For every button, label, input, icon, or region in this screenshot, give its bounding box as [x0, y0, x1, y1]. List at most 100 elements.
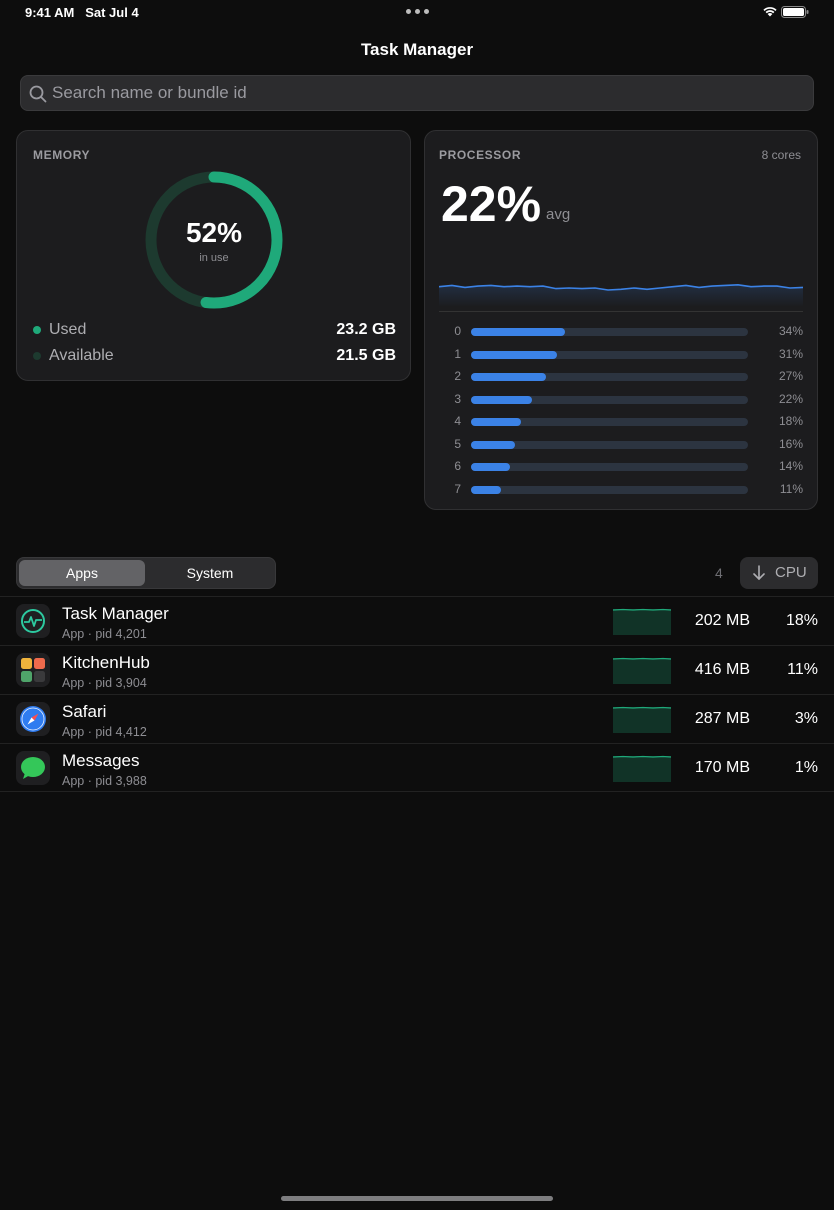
app-memory: 170 MB	[694, 759, 750, 776]
core-bar	[471, 395, 532, 404]
wifi-icon	[763, 7, 777, 17]
core-index: 4	[454, 414, 461, 428]
app-name: Task Manager	[62, 604, 169, 623]
core-bar	[471, 463, 510, 471]
app-subtitle: App · pid 3,904	[62, 676, 147, 690]
core-index: 7	[454, 481, 461, 496]
used-value: 23.2 GB	[336, 321, 396, 338]
core-row: 3 22%	[439, 392, 803, 406]
used-label: Used	[49, 321, 87, 338]
app-memory: 202 MB	[694, 612, 750, 629]
messages-icon	[16, 751, 50, 785]
core-row: 1 31%	[439, 347, 803, 361]
cpu-history-area	[439, 284, 803, 307]
core-bar	[471, 418, 521, 426]
core-percent: 14%	[778, 459, 803, 473]
app-cpu: 3%	[794, 710, 818, 727]
core-row: 0 34%	[439, 324, 803, 338]
available-dot-icon	[33, 352, 41, 360]
core-bar-track	[471, 395, 748, 404]
app-cpu: 18%	[785, 612, 818, 629]
available-label: Available	[49, 347, 114, 364]
app-name: Messages	[62, 751, 140, 770]
app-cpu: 11%	[787, 661, 818, 678]
core-bar-track	[471, 463, 748, 471]
home-indicator[interactable]	[281, 1196, 553, 1201]
list-item[interactable]: Task Manager App · pid 4,201 202 MB 18%	[0, 596, 834, 645]
list-item[interactable]: Safari App · pid 4,412 287 MB 3%	[0, 694, 834, 743]
memory-donut-chart	[145, 171, 283, 309]
tab-apps[interactable]: Apps	[19, 560, 145, 586]
page-title: Task Manager	[360, 40, 474, 59]
cpu-history-sparkline	[439, 283, 803, 307]
core-bar-track	[471, 440, 748, 449]
app-cpu-minichart	[613, 755, 671, 782]
sort-cpu-button[interactable]: CPU	[740, 557, 818, 589]
app-memory: 416 MB	[694, 661, 750, 678]
battery-icon	[781, 6, 809, 18]
cpu-average-label: avg	[546, 206, 571, 223]
memory-used-row: Used 23.2 GB	[33, 319, 396, 341]
app-subtitle: App · pid 4,412	[62, 725, 147, 739]
core-index: 2	[454, 369, 461, 383]
app-cpu-minichart	[613, 706, 671, 733]
core-percent: 34%	[778, 324, 803, 338]
app-name: KitchenHub	[62, 653, 150, 672]
core-row: 4 18%	[439, 414, 803, 428]
core-row: 7 11%	[439, 482, 803, 496]
status-time: 9:41 AM Sat Jul 4	[25, 5, 139, 20]
available-value: 21.5 GB	[336, 347, 396, 364]
core-bar-track	[471, 418, 748, 426]
core-percent: 31%	[778, 346, 803, 361]
search-icon	[29, 85, 47, 103]
app-cpu-minichart	[613, 657, 671, 684]
core-row: 5 16%	[439, 437, 803, 451]
app-cpu: 1%	[794, 759, 818, 776]
cpu-history-line	[439, 283, 803, 291]
used-dot-icon	[33, 326, 41, 334]
memory-sub-label: in use	[199, 252, 229, 264]
task-manager-icon	[16, 604, 50, 638]
kitchenhub-icon	[16, 653, 50, 687]
core-bar	[471, 485, 501, 494]
core-index: 0	[454, 324, 461, 338]
status-bar: 9:41 AM Sat Jul 4	[0, 0, 834, 24]
search-bar[interactable]	[20, 75, 814, 111]
memory-percent: 52%	[185, 217, 243, 248]
search-input[interactable]	[52, 76, 792, 110]
multitasking-dots-icon[interactable]	[406, 9, 429, 14]
view-segmented-control[interactable]: Apps System	[16, 557, 276, 589]
core-index: 3	[454, 391, 461, 406]
core-index: 5	[454, 436, 461, 451]
processor-card: PROCESSOR 8 cores 22% avg 0 34% 1 31% 2 27% 3 2…	[424, 130, 818, 510]
process-count: 4	[715, 565, 723, 581]
core-bar	[471, 373, 546, 381]
core-bar-track	[471, 350, 748, 359]
list-item[interactable]: Messages App · pid 3,988 170 MB 1%	[0, 743, 834, 792]
core-bar-track	[471, 373, 748, 381]
core-percent: 11%	[779, 481, 803, 496]
core-bar	[471, 350, 557, 359]
arrow-down-icon	[753, 565, 765, 580]
core-row: 6 14%	[439, 459, 803, 473]
core-bar-track	[471, 328, 748, 336]
sort-label: CPU	[775, 564, 807, 581]
list-item[interactable]: KitchenHub App · pid 3,904 416 MB 11%	[0, 645, 834, 694]
core-bar	[471, 328, 565, 336]
core-percent: 16%	[778, 436, 803, 451]
core-index: 6	[454, 459, 461, 473]
core-row: 2 27%	[439, 369, 803, 383]
core-percent: 27%	[778, 369, 803, 383]
core-bar	[471, 440, 515, 449]
cpu-average-value: 22%	[441, 176, 542, 232]
core-percent: 18%	[778, 414, 803, 428]
core-bar-track	[471, 485, 748, 494]
memory-label: MEMORY	[33, 148, 91, 162]
tab-system[interactable]: System	[186, 565, 234, 581]
memory-available-row: Available 21.5 GB	[33, 345, 396, 367]
app-subtitle: App · pid 3,988	[62, 774, 147, 788]
memory-used-arc	[145, 171, 283, 309]
app-subtitle: App · pid 4,201	[62, 627, 147, 641]
processor-label: PROCESSOR	[439, 148, 522, 162]
divider	[439, 311, 803, 312]
